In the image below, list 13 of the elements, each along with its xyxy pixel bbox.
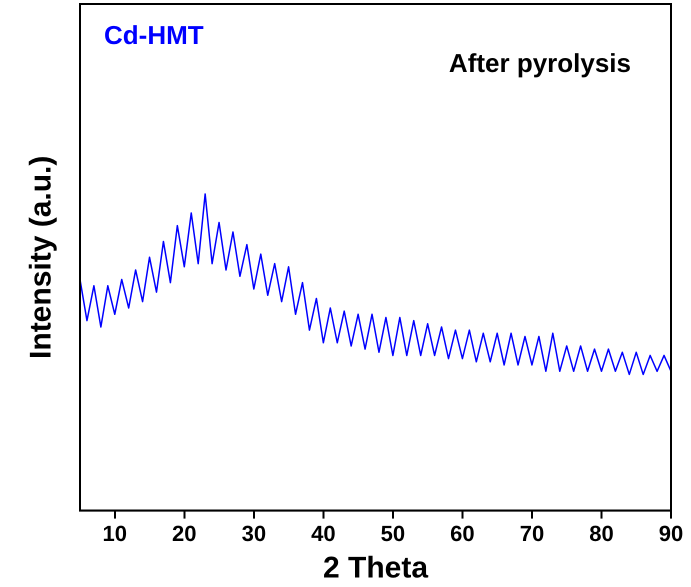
x-tick-label: 90 [658, 520, 684, 546]
x-tick-label: 30 [242, 520, 266, 546]
y-axis-title: Intensity (a.u.) [24, 156, 58, 359]
text: After pyrolysis [448, 48, 631, 78]
x-tick-label: 80 [589, 520, 614, 546]
x-tick-label: 40 [311, 520, 336, 546]
x-tick-label: 70 [520, 520, 544, 546]
x-tick-label: 50 [380, 520, 406, 546]
text: Cd-HMT [104, 20, 204, 50]
x-tick-label: 60 [450, 520, 475, 546]
x-axis-title: 2 Theta [322, 551, 428, 584]
x-tick-label: 10 [102, 520, 128, 546]
x-tick-label: 20 [172, 520, 197, 546]
